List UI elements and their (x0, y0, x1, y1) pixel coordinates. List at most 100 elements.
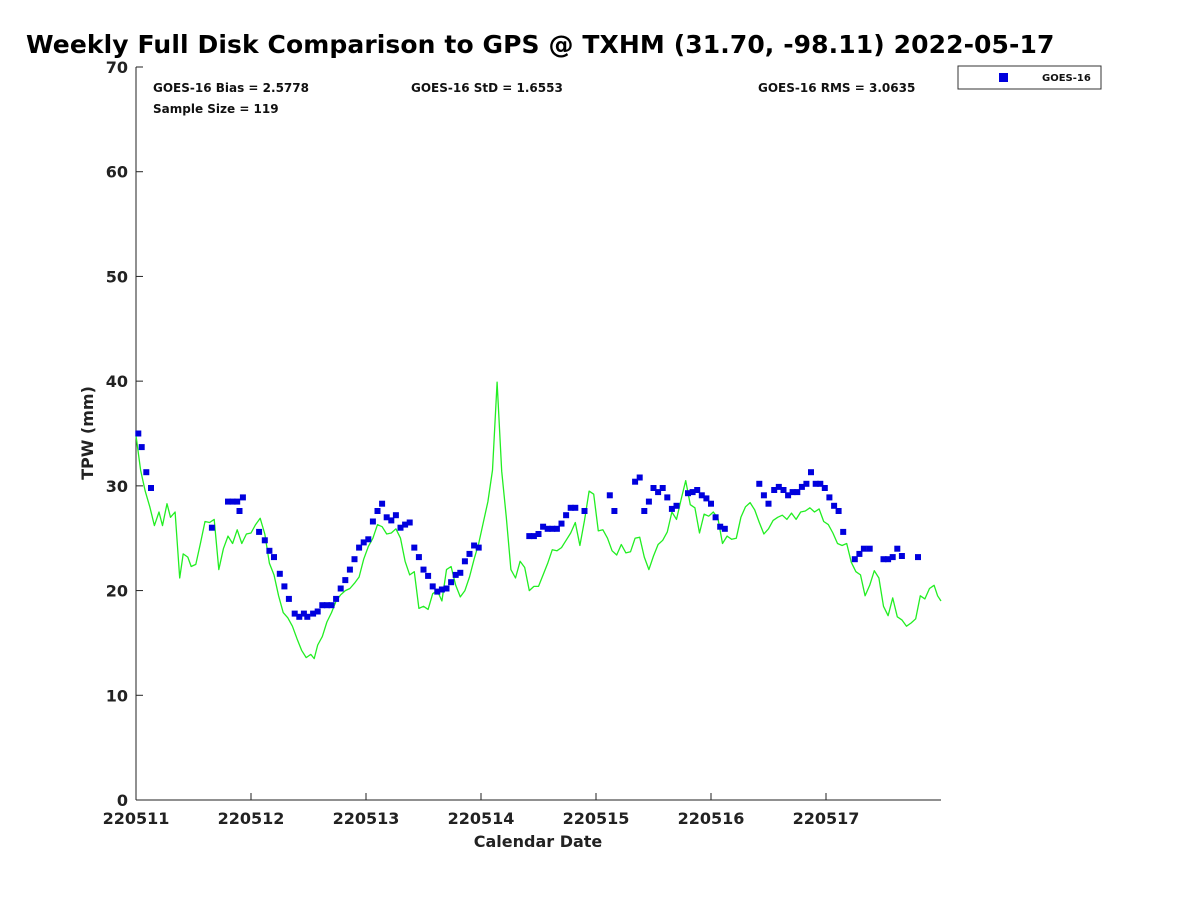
goes16-point (655, 489, 662, 496)
y-tick-label: 40 (106, 372, 128, 391)
goes16-point (225, 498, 231, 505)
goes16-point (452, 571, 459, 578)
goes16-point (256, 528, 263, 535)
goes16-point (135, 430, 142, 437)
x-tick-label: 220512 (218, 809, 285, 828)
legend: GOES-16 (957, 65, 1102, 90)
std-stat: GOES-16 StD = 1.6553 (411, 81, 563, 95)
gps-series-line (135, 381, 942, 660)
goes16-point (641, 508, 648, 514)
axes: 0 10 20 30 40 50 60 70 220511 220512 220513 220514 2… (103, 58, 941, 828)
goes16-point (342, 577, 349, 584)
goes16-point (756, 480, 763, 487)
goes16-point (567, 504, 574, 511)
goes16-point (889, 554, 896, 561)
goes16-point (276, 570, 283, 577)
goes16-point (831, 502, 838, 509)
goes16-point (851, 556, 858, 563)
legend-label-goes16: GOES-16 (1042, 73, 1091, 84)
goes16-point (466, 550, 473, 557)
x-axis-label: Calendar Date (474, 832, 603, 851)
goes16-point (234, 498, 241, 505)
bias-stat: GOES-16 Bias = 2.5778 (153, 81, 309, 95)
goes16-point (397, 524, 404, 531)
sample-size-stat: Sample Size = 119 (153, 102, 279, 116)
goes16-point (659, 485, 666, 491)
goes16-point (880, 556, 887, 563)
goes16-point (526, 533, 533, 540)
goes16-point (328, 602, 335, 609)
goes16-point (540, 523, 547, 530)
goes16-point (544, 525, 551, 532)
goes16-point (337, 585, 344, 592)
x-tick-label: 220516 (678, 809, 745, 828)
goes16-point (798, 483, 805, 490)
y-tick-label: 60 (106, 163, 128, 182)
goes16-point (821, 485, 828, 491)
goes16-point (549, 525, 556, 532)
goes16-point (808, 469, 814, 476)
goes16-point (530, 533, 537, 540)
legend-marker (999, 73, 1008, 82)
goes16-point (775, 483, 782, 490)
goes16-series-layer (135, 430, 921, 620)
x-tick-label: 220517 (793, 809, 860, 828)
goes16-point (915, 554, 921, 561)
goes16-point (356, 544, 363, 551)
goes16-point (392, 512, 399, 519)
x-tick-label: 220511 (103, 809, 170, 828)
goes16-point (379, 500, 386, 507)
goes16-point (434, 588, 441, 595)
goes16-point (388, 517, 395, 524)
goes16-point (785, 492, 792, 499)
goes16-point (835, 508, 842, 514)
goes16-point (563, 512, 570, 519)
goes16-point (360, 539, 367, 546)
goes16-point (803, 480, 810, 487)
legend-box (957, 65, 1102, 90)
goes16-point (314, 608, 321, 615)
gps-series-layer (135, 381, 942, 660)
goes16-point (694, 487, 701, 493)
goes16-point (780, 487, 787, 493)
goes16-point (789, 489, 796, 496)
rms-stat: GOES-16 RMS = 3.0635 (758, 81, 915, 95)
goes16-point (885, 556, 892, 563)
goes16-point (558, 520, 565, 527)
goes16-point (826, 494, 833, 501)
goes16-point (645, 498, 652, 505)
goes16-point (420, 566, 427, 573)
goes16-point (438, 586, 445, 593)
goes16-point (261, 537, 268, 544)
goes16-point (650, 485, 657, 491)
goes16-point (296, 613, 303, 620)
goes16-point (369, 518, 376, 525)
goes16-point (425, 572, 432, 579)
goes16-point (411, 544, 418, 551)
goes16-point (415, 554, 422, 561)
y-tick-label: 30 (106, 477, 128, 496)
goes16-point (760, 492, 767, 499)
goes16-point (236, 508, 243, 514)
y-axis-label: TPW (mm) (78, 386, 97, 480)
goes16-point (794, 489, 801, 496)
y-tick-label: 50 (106, 267, 128, 286)
goes16-point (685, 490, 691, 497)
goes16-point (698, 492, 705, 499)
goes16-point (664, 494, 671, 501)
goes16-point (721, 525, 728, 532)
goes16-point (860, 545, 867, 552)
y-tick-label: 10 (106, 686, 128, 705)
goes16-point (771, 487, 778, 493)
goes16-point (894, 545, 901, 552)
goes16-point (443, 585, 450, 592)
goes16-point (304, 613, 311, 620)
goes16-point (689, 489, 696, 496)
goes16-point (239, 494, 246, 501)
goes16-point (572, 504, 579, 511)
goes16-point (632, 478, 639, 485)
goes16-point (319, 602, 326, 609)
goes16-point (817, 480, 824, 487)
goes16-point (229, 498, 236, 505)
goes16-point (148, 485, 154, 491)
